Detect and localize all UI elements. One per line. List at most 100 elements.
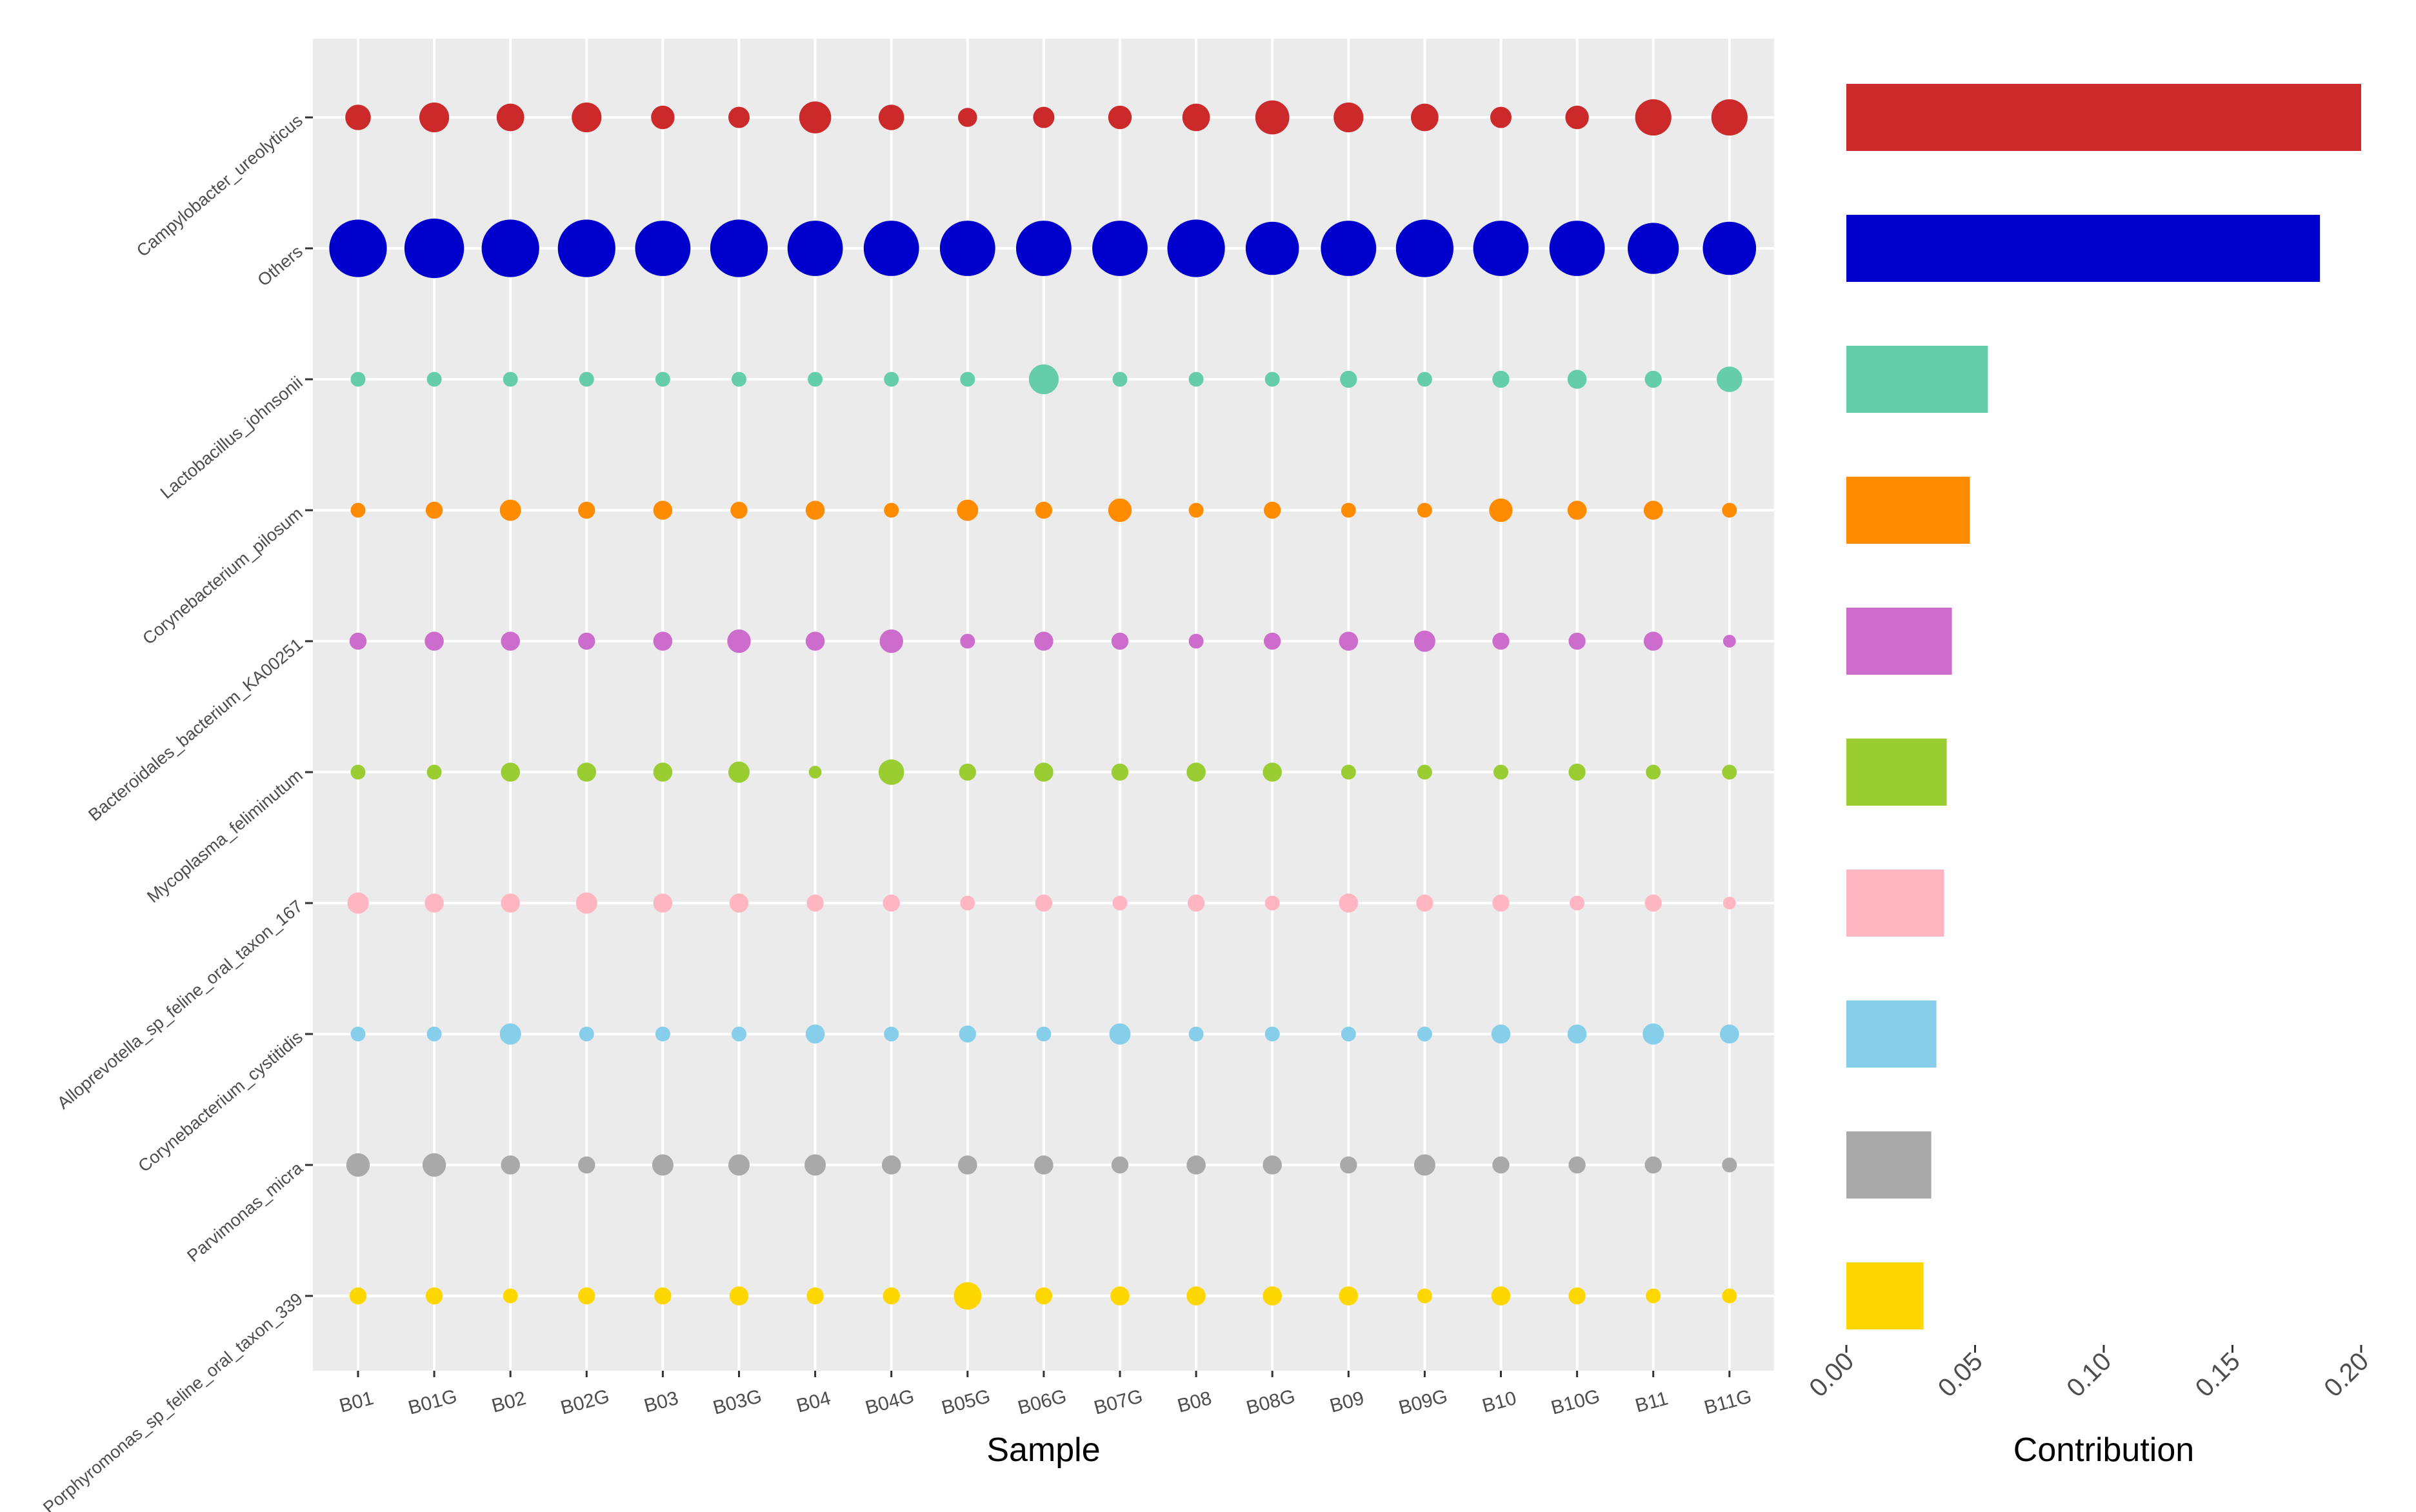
dot-point <box>960 895 975 911</box>
dot-point <box>578 1156 595 1174</box>
dot-point <box>1187 894 1205 912</box>
dot-point <box>499 499 521 521</box>
dot-point <box>1033 106 1055 128</box>
dot-point <box>1035 501 1053 519</box>
dot-point <box>1112 372 1128 387</box>
dot-point <box>503 1288 518 1304</box>
dot-point <box>1417 764 1432 780</box>
dot-point <box>1108 105 1132 130</box>
dot-point <box>1108 498 1132 522</box>
y-tick-label: Campylobacter_ureolyticus <box>133 111 306 261</box>
dot-point <box>1646 1288 1661 1304</box>
dot-plot-panel: B01 B01G B02 B02G B03 B03G B04 B04G B05G B06G B07G… <box>39 39 1774 1512</box>
x-tick-label: B08G <box>1244 1386 1297 1419</box>
dot-point <box>1263 762 1282 782</box>
dot-point <box>578 501 595 519</box>
dot-point <box>1644 370 1662 388</box>
dot-point <box>959 763 977 781</box>
dot-point <box>501 632 520 651</box>
dot-point <box>1411 103 1439 132</box>
dot-point <box>1109 1023 1131 1045</box>
dot-point <box>346 1153 370 1177</box>
dot-point <box>579 372 594 387</box>
dot-point <box>1263 1286 1282 1306</box>
contribution-bar <box>1846 477 1970 544</box>
contribution-bar <box>1846 1131 1932 1199</box>
dot-point <box>329 219 387 277</box>
dot-point <box>1642 1023 1664 1045</box>
y-tick-label: Porphyromonas_sp_feline_oral_taxon_339 <box>39 1289 306 1512</box>
dot-point <box>1493 764 1508 780</box>
dot-point <box>960 372 975 387</box>
dot-point <box>1413 630 1435 652</box>
dot-point <box>939 221 995 276</box>
y-tick-label: Lactobacillus_johnsonii <box>157 373 306 502</box>
contribution-bars <box>1846 84 2361 1329</box>
dot-point <box>883 1287 900 1305</box>
dot-point <box>884 1026 899 1042</box>
dot-point <box>1644 894 1662 912</box>
contribution-bar <box>1846 215 2321 282</box>
contribution-bar <box>1846 1262 1924 1329</box>
dot-point <box>1568 1156 1586 1174</box>
dot-point <box>1711 99 1748 136</box>
dot-point <box>654 1287 672 1305</box>
dot-point <box>1492 894 1510 912</box>
dot-point <box>710 219 768 277</box>
dot-point <box>1333 102 1364 133</box>
dot-point <box>863 221 919 276</box>
dot-point <box>404 218 464 279</box>
dot-point <box>1110 1286 1130 1306</box>
dot-point <box>1264 501 1281 519</box>
dot-point <box>879 629 903 653</box>
dot-point <box>878 759 904 785</box>
contribution-bar <box>1846 84 2361 151</box>
dot-point <box>884 372 899 387</box>
contribution-bar-panel: 0.00 0.05 0.10 0.15 0.20 Contribution <box>1804 84 2374 1469</box>
dot-point <box>1034 762 1053 782</box>
dot-point <box>419 102 450 133</box>
x-tick-label: B08 <box>1175 1388 1214 1417</box>
dot-point <box>1035 894 1053 912</box>
contribution-bar <box>1846 346 1988 413</box>
dot-point <box>350 372 366 387</box>
dot-point <box>424 893 444 913</box>
dot-point <box>1092 221 1148 276</box>
dot-point <box>1111 632 1129 650</box>
dot-point <box>1568 632 1586 650</box>
dot-point <box>1340 370 1357 388</box>
dot-point <box>808 372 823 387</box>
dot-point <box>1567 501 1587 520</box>
dot-point <box>1643 632 1663 651</box>
dot-point <box>1016 221 1072 276</box>
dot-point <box>1341 1026 1356 1042</box>
dot-point <box>1473 221 1529 276</box>
dot-point <box>1034 1155 1053 1175</box>
dot-point <box>1646 764 1661 780</box>
x-tick-label: B10G <box>1549 1386 1602 1419</box>
dot-point <box>959 1025 977 1043</box>
contribution-tick-label: 0.15 <box>2190 1347 2246 1402</box>
dot-point <box>1321 221 1377 276</box>
y-tick-label: Corynebacterium_cystitidis <box>134 1028 306 1176</box>
x-tick-label: B02 <box>490 1388 528 1417</box>
contribution-bar <box>1846 1000 1937 1068</box>
dot-point <box>805 501 825 520</box>
dot-point <box>1568 1287 1586 1305</box>
x-axis-title: Sample <box>986 1431 1100 1469</box>
dot-point <box>728 761 750 783</box>
dot-point <box>960 633 975 649</box>
dot-point <box>729 893 749 913</box>
y-tick-label: Corynebacterium_pilosum <box>139 504 306 649</box>
dot-point <box>496 103 524 132</box>
dot-point <box>1341 502 1356 518</box>
dot-point <box>579 1026 594 1042</box>
dot-point <box>652 1154 674 1176</box>
dot-point <box>1628 223 1679 274</box>
x-tick-label: B11 <box>1633 1388 1670 1417</box>
x-tick-label: B09G <box>1397 1386 1450 1419</box>
x-tick-label: B09 <box>1328 1388 1366 1417</box>
dot-point <box>1028 364 1059 395</box>
dot-point <box>350 764 366 780</box>
